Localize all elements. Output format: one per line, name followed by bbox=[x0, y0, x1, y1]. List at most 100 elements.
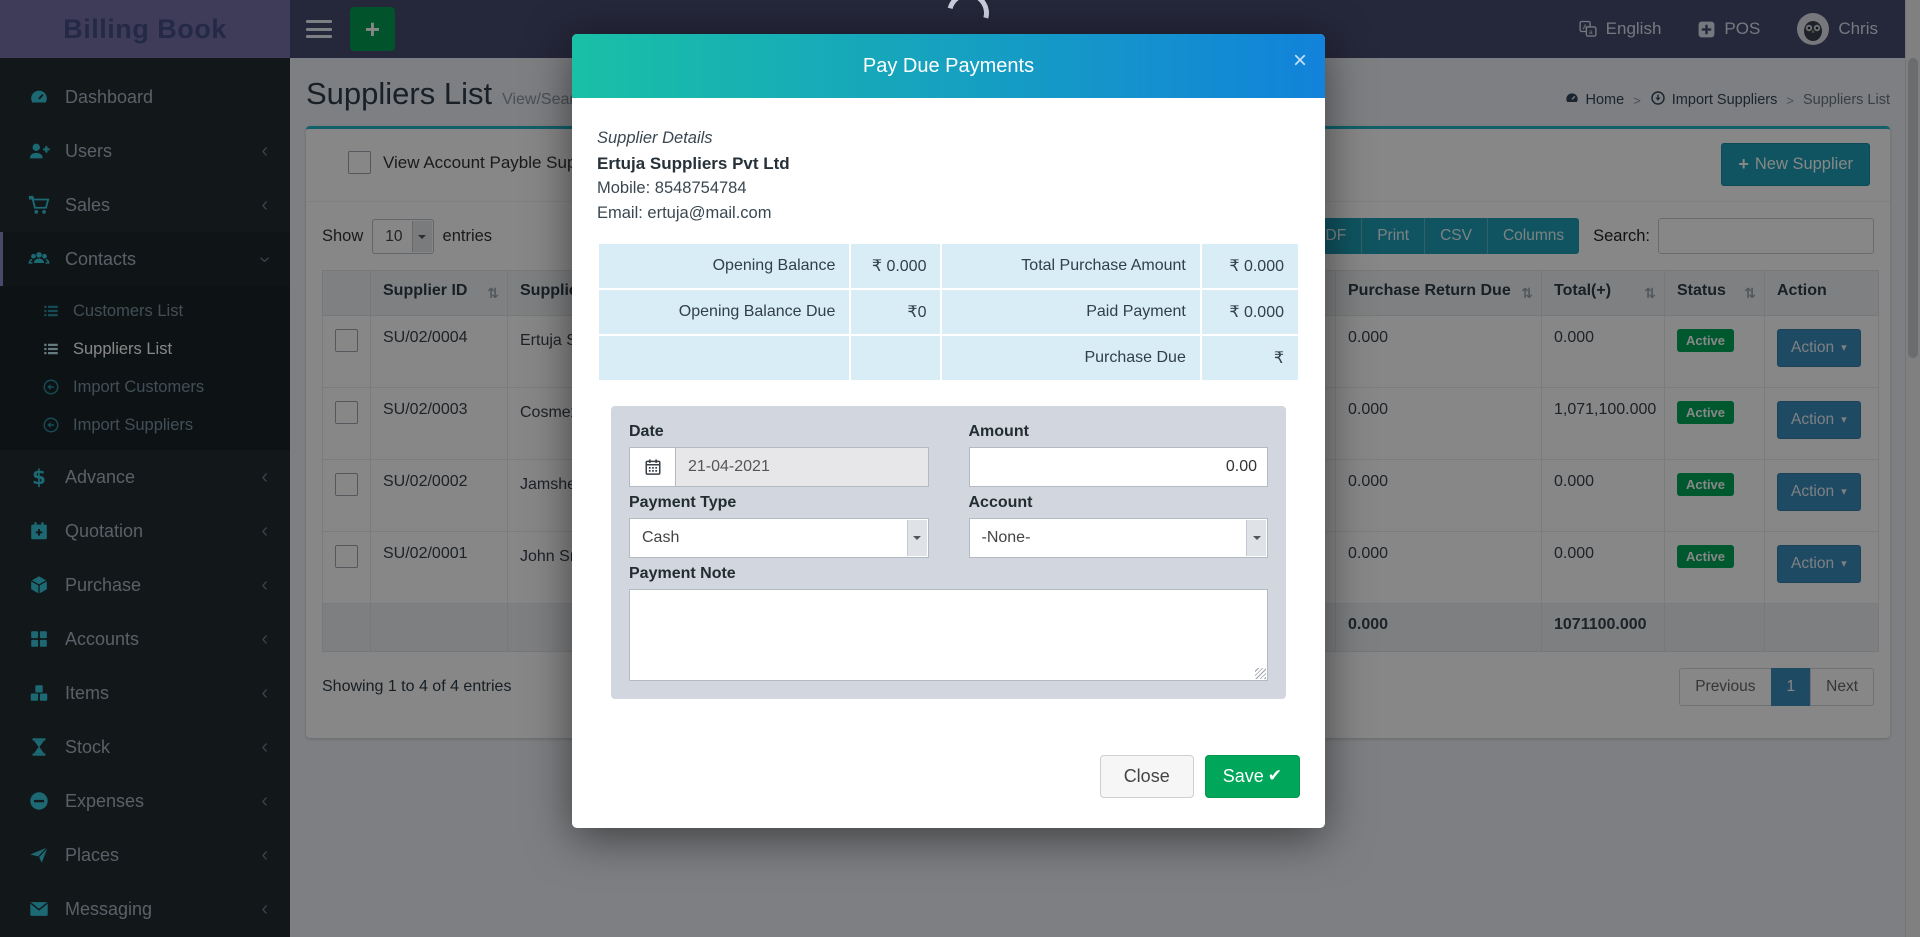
showing-entries-text: Showing 1 to 4 of 4 entries bbox=[322, 677, 512, 695]
payble-checkbox[interactable] bbox=[348, 151, 371, 174]
col-total[interactable]: Total(+) ⇅ bbox=[1541, 270, 1665, 316]
cell-total: 1,071,100.000 bbox=[1541, 386, 1665, 460]
breadcrumb-import-suppliers[interactable]: Import Suppliers bbox=[1650, 90, 1777, 110]
print-button[interactable]: Print bbox=[1362, 218, 1426, 254]
status-badge: Active bbox=[1677, 328, 1735, 352]
sidebar-item-accounts[interactable]: Accounts ‹ bbox=[0, 612, 290, 666]
paid-payment-value: ₹ 0.000 bbox=[1199, 287, 1301, 336]
sidebar-item-quotation[interactable]: Quotation ‹ bbox=[0, 504, 290, 558]
amount-input[interactable] bbox=[968, 446, 1268, 487]
app-logo[interactable]: Billing Book bbox=[0, 0, 290, 58]
purchase-due-label: Purchase Due bbox=[940, 333, 1202, 382]
close-icon[interactable]: × bbox=[1292, 47, 1307, 74]
language-menu[interactable]: A a English bbox=[1578, 19, 1661, 39]
action-button[interactable]: Action ▾ bbox=[1777, 400, 1861, 439]
pagination-previous[interactable]: Previous bbox=[1679, 667, 1772, 706]
sidebar-item-users[interactable]: Users ‹ bbox=[0, 124, 290, 178]
save-button[interactable]: Save ✔ bbox=[1204, 754, 1300, 798]
close-button[interactable]: Close bbox=[1099, 754, 1194, 798]
sidebar-item-import-suppliers[interactable]: Import Suppliers bbox=[0, 406, 290, 444]
cart-icon bbox=[26, 194, 52, 216]
col-purchase-return-due[interactable]: Purchase Return Due ⇅ bbox=[1335, 270, 1542, 316]
chevron-left-icon: ‹ bbox=[261, 573, 268, 596]
pagination-page-1[interactable]: 1 bbox=[1770, 667, 1812, 706]
page-size-select[interactable]: 10 bbox=[372, 218, 434, 254]
pos-button[interactable]: POS bbox=[1697, 19, 1760, 39]
opening-balance-due-value: ₹0 bbox=[849, 287, 943, 336]
avatar bbox=[1796, 12, 1830, 46]
user-menu[interactable]: Chris bbox=[1796, 12, 1878, 46]
cube-icon bbox=[26, 574, 52, 596]
resize-grip-icon[interactable] bbox=[1255, 667, 1266, 679]
action-button[interactable]: Action ▾ bbox=[1777, 328, 1861, 367]
new-supplier-button[interactable]: + New Supplier bbox=[1721, 143, 1870, 186]
sidebar-item-places[interactable]: Places ‹ bbox=[0, 828, 290, 882]
account-select[interactable]: -None- bbox=[968, 517, 1268, 558]
hamburger-menu-icon[interactable] bbox=[306, 20, 332, 38]
language-icon: A a bbox=[1578, 19, 1598, 39]
calendar-icon[interactable] bbox=[629, 446, 675, 487]
status-badge: Active bbox=[1677, 544, 1735, 568]
csv-button[interactable]: CSV bbox=[1425, 218, 1488, 254]
dashboard-icon bbox=[1564, 90, 1580, 110]
sidebar-item-import-customers[interactable]: Import Customers bbox=[0, 368, 290, 406]
pagination-next[interactable]: Next bbox=[1810, 667, 1874, 706]
date-input[interactable] bbox=[675, 446, 929, 487]
sidebar-item-messaging[interactable]: Messaging ‹ bbox=[0, 882, 290, 936]
sidebar-item-customers-list[interactable]: Customers List bbox=[0, 292, 290, 330]
cell-supplier-id: SU/02/0004 bbox=[370, 314, 508, 388]
columns-button[interactable]: Columns bbox=[1487, 218, 1580, 254]
breadcrumb-current: Suppliers List bbox=[1802, 92, 1890, 108]
row-checkbox[interactable] bbox=[335, 544, 358, 568]
user-plus-icon bbox=[26, 140, 52, 162]
sidebar-item-items[interactable]: Items ‹ bbox=[0, 666, 290, 720]
row-checkbox[interactable] bbox=[335, 328, 358, 352]
show-label: Show bbox=[322, 226, 364, 245]
sort-icon: ⇅ bbox=[1521, 285, 1533, 302]
svg-text:a: a bbox=[1588, 29, 1592, 36]
amount-label: Amount bbox=[968, 422, 1029, 440]
payble-checkbox-label: View Account Payble Supplie bbox=[383, 152, 603, 172]
sidebar-item-stock[interactable]: Stock ‹ bbox=[0, 720, 290, 774]
row-checkbox[interactable] bbox=[335, 400, 358, 424]
action-button[interactable]: Action ▾ bbox=[1777, 544, 1861, 583]
footer-purchase-return-due: 0.000 bbox=[1335, 602, 1542, 652]
row-checkbox[interactable] bbox=[335, 472, 358, 496]
paper-plane-icon bbox=[26, 844, 52, 866]
scrollbar-thumb[interactable] bbox=[1908, 58, 1918, 358]
total-purchase-amount-value: ₹ 0.000 bbox=[1199, 241, 1301, 290]
sidebar-item-dashboard[interactable]: Dashboard bbox=[0, 70, 290, 124]
payment-type-select[interactable]: Cash bbox=[629, 517, 929, 558]
sidebar-item-sales[interactable]: Sales ‹ bbox=[0, 178, 290, 232]
sidebar-item-advance[interactable]: $ Advance ‹ bbox=[0, 450, 290, 504]
scrollbar[interactable] bbox=[1905, 0, 1920, 937]
dollar-icon: $ bbox=[32, 465, 46, 489]
sidebar-item-suppliers-list[interactable]: Suppliers List bbox=[0, 330, 290, 368]
chevron-left-icon: ‹ bbox=[261, 897, 268, 920]
action-button[interactable]: Action ▾ bbox=[1777, 472, 1861, 511]
payment-note-textarea[interactable] bbox=[629, 588, 1268, 681]
cubes-icon bbox=[26, 682, 52, 704]
export-button-group: PDF Print CSV Columns bbox=[1300, 218, 1580, 254]
sort-icon: ⇅ bbox=[487, 285, 499, 302]
sidebar-item-expenses[interactable]: Expenses ‹ bbox=[0, 774, 290, 828]
search-input[interactable] bbox=[1658, 218, 1874, 254]
quick-add-button[interactable]: + bbox=[350, 7, 395, 51]
breadcrumb-home[interactable]: Home bbox=[1564, 90, 1624, 110]
col-status[interactable]: Status ⇅ bbox=[1664, 270, 1765, 316]
cell-total: 0.000 bbox=[1541, 530, 1665, 604]
sidebar-item-purchase[interactable]: Purchase ‹ bbox=[0, 558, 290, 612]
modal-footer: Close Save ✔ bbox=[572, 699, 1325, 828]
modal-body: Supplier Details Ertuja Suppliers Pvt Lt… bbox=[572, 98, 1325, 699]
chevron-left-icon: ‹ bbox=[261, 681, 268, 704]
status-badge: Active bbox=[1677, 472, 1735, 496]
sidebar-item-contacts[interactable]: Contacts ‹ bbox=[0, 232, 290, 286]
breadcrumb-separator: > bbox=[1633, 92, 1641, 108]
minus-circle-icon bbox=[26, 790, 52, 812]
chevron-left-icon: ‹ bbox=[261, 465, 268, 488]
supplier-name: Ertuja Suppliers Pvt Ltd bbox=[597, 153, 790, 173]
svg-text:A: A bbox=[1582, 22, 1587, 31]
date-label: Date bbox=[629, 422, 664, 440]
chevron-left-icon: ‹ bbox=[261, 193, 268, 216]
payment-type-label: Payment Type bbox=[629, 493, 737, 511]
